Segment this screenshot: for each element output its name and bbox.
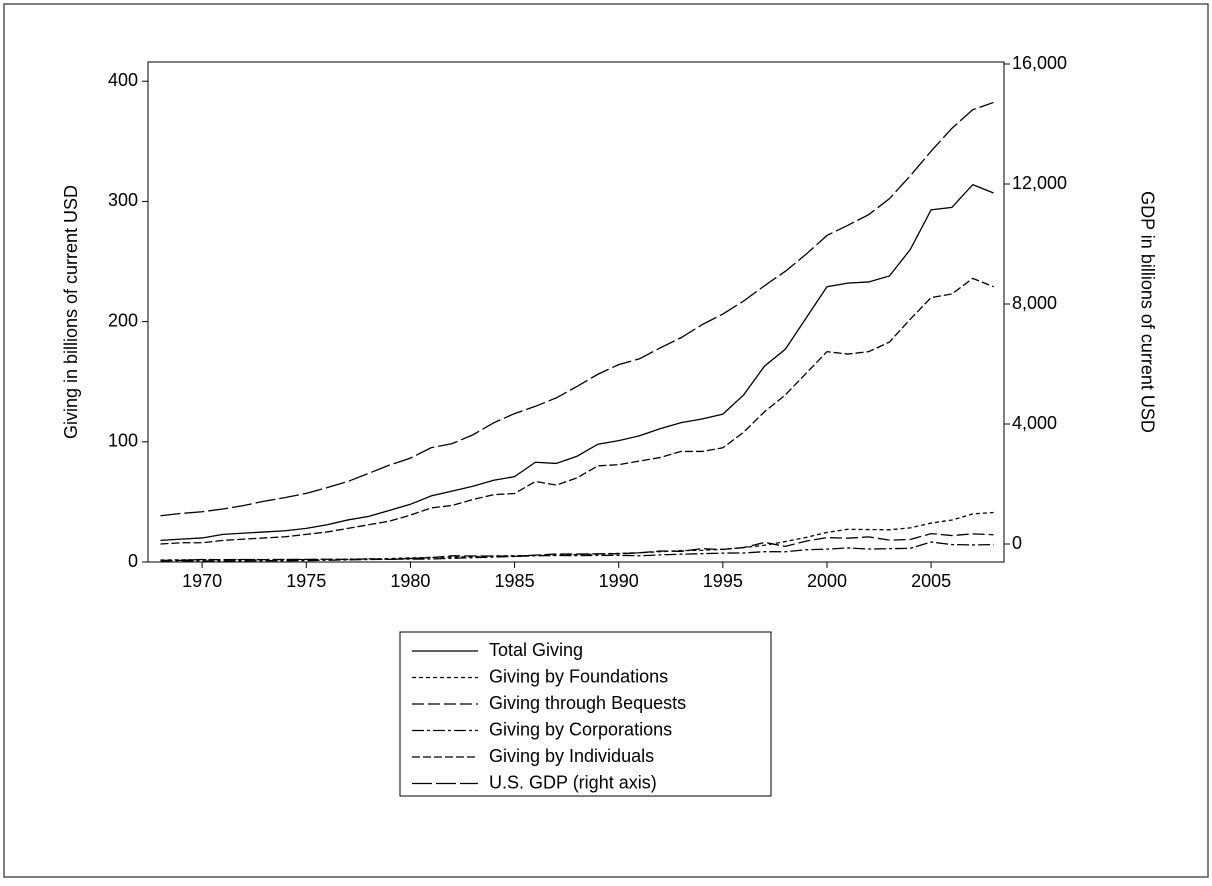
series-line [160, 532, 994, 562]
series-line [160, 183, 994, 542]
y2-tick-label: 12,000 [1012, 173, 1067, 193]
y2-tick-label: 4,000 [1012, 413, 1057, 433]
y-tick-label: 400 [108, 70, 138, 90]
x-tick-label: 2005 [911, 571, 951, 591]
y-tick-label: 200 [108, 310, 138, 330]
x-tick-label: 1985 [495, 571, 535, 591]
legend [399, 631, 772, 797]
y2-tick-label: 8,000 [1012, 293, 1057, 313]
series-line [160, 101, 994, 517]
series-line [160, 541, 994, 562]
x-tick-label: 1980 [390, 571, 430, 591]
x-tick-label: 1970 [182, 571, 222, 591]
y-axis-label: Giving in billions of current USD [61, 185, 81, 439]
x-tick-label: 2000 [807, 571, 847, 591]
legend-label: Giving by Individuals [489, 746, 654, 766]
legend-label: Giving by Corporations [489, 719, 672, 739]
y-tick-label: 0 [128, 551, 138, 571]
x-tick-label: 1995 [703, 571, 743, 591]
y-tick-label: 300 [108, 190, 138, 210]
plot-area [147, 61, 1005, 563]
y2-tick-label: 16,000 [1012, 53, 1067, 73]
x-tick-label: 1990 [599, 571, 639, 591]
legend-label: U.S. GDP (right axis) [489, 772, 657, 792]
x-tick-label: 1975 [286, 571, 326, 591]
y-tick-label: 100 [108, 431, 138, 451]
legend-label: Total Giving [489, 640, 583, 660]
series-line [160, 277, 994, 545]
y2-axis-label: GDP in billions of current USD [1137, 191, 1157, 433]
y2-tick-label: 0 [1012, 533, 1022, 553]
legend-label: Giving through Bequests [489, 693, 686, 713]
legend-label: Giving by Foundations [489, 666, 668, 686]
